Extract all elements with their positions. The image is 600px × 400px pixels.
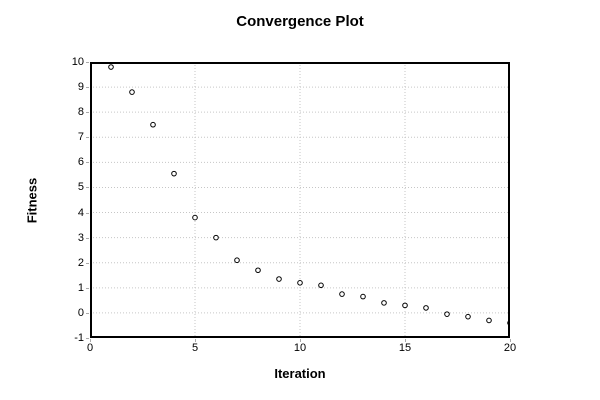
data-point — [444, 311, 450, 317]
data-point — [360, 293, 366, 300]
data-point — [486, 317, 492, 324]
y-tick-mark — [86, 312, 89, 314]
y-tick-mark — [86, 212, 89, 214]
y-tick-label: 1 — [77, 281, 84, 294]
y-tick-mark — [86, 87, 89, 89]
plot-border — [90, 62, 510, 338]
y-tick-mark — [86, 262, 89, 264]
y-tick-label: 4 — [77, 206, 84, 219]
data-point — [423, 305, 429, 311]
y-tick-label: 2 — [77, 256, 84, 269]
y-tick-label: 10 — [71, 56, 84, 68]
y-tick-label: -1 — [74, 332, 84, 344]
data-point — [402, 302, 408, 309]
data-point — [108, 64, 114, 70]
y-tick-label: 5 — [77, 181, 84, 194]
y-axis-title: Fitness — [24, 177, 40, 224]
plot-area — [90, 62, 510, 338]
y-tick-label: 0 — [77, 306, 84, 319]
x-tick-label: 0 — [86, 342, 94, 354]
data-point — [276, 276, 282, 282]
y-tick-label: 6 — [77, 156, 84, 169]
data-point — [192, 214, 198, 221]
x-tick-mark — [405, 339, 406, 342]
data-point — [381, 300, 387, 306]
x-tick-mark — [90, 339, 91, 342]
y-tick-label: 8 — [77, 106, 84, 119]
y-tick-mark — [86, 287, 89, 289]
data-point — [213, 234, 219, 241]
y-tick-mark — [86, 112, 89, 114]
data-point — [171, 170, 177, 177]
data-point — [129, 89, 135, 95]
y-tick-mark — [86, 62, 89, 63]
data-point — [339, 291, 345, 297]
y-tick-mark — [86, 237, 89, 239]
data-point — [234, 257, 240, 264]
data-point — [297, 280, 303, 286]
data-point — [255, 267, 261, 274]
chart-title: Convergence Plot — [236, 13, 364, 30]
y-tick-mark — [86, 338, 89, 339]
x-tick-label: 15 — [398, 342, 412, 354]
x-tick-label: 10 — [293, 342, 307, 354]
x-tick-mark — [300, 339, 301, 342]
scatter-plot-canvas — [90, 62, 510, 338]
y-tick-mark — [86, 187, 89, 189]
y-tick-label: 3 — [77, 231, 84, 244]
y-tick-label: 7 — [77, 131, 84, 144]
data-point — [318, 282, 324, 289]
data-point — [150, 121, 156, 128]
data-point — [465, 313, 471, 320]
y-tick-mark — [86, 137, 89, 139]
y-tick-mark — [86, 162, 89, 164]
x-tick-mark — [195, 339, 196, 342]
x-tick-label: 5 — [191, 342, 199, 354]
y-tick-label: 9 — [77, 81, 84, 94]
x-axis-title: Iteration — [274, 366, 326, 381]
x-tick-label: 20 — [503, 342, 517, 354]
x-tick-mark — [510, 339, 511, 342]
